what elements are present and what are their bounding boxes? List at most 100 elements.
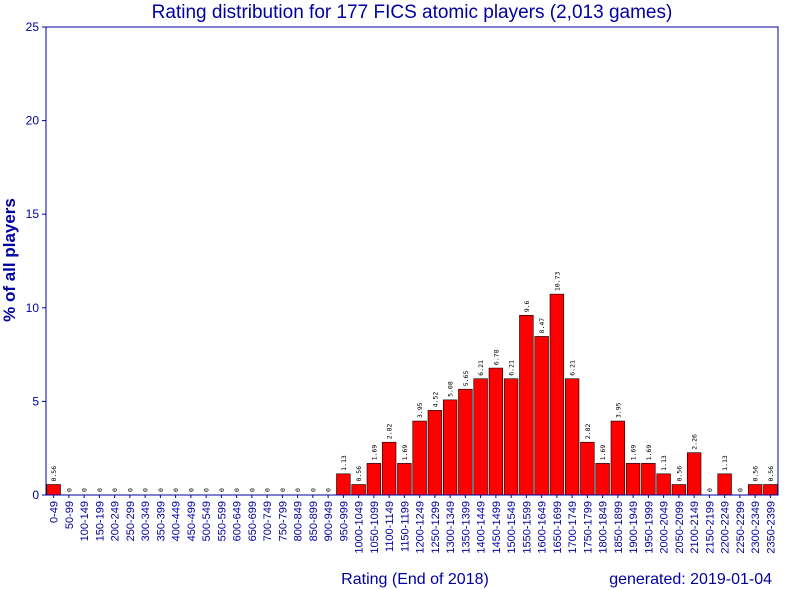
x-tick-label: 2250-2299 bbox=[735, 501, 747, 554]
x-tick-label: 1400-1449 bbox=[476, 501, 488, 554]
data-label: 8.47 bbox=[538, 318, 546, 334]
data-label: 6.21 bbox=[508, 360, 516, 376]
bar bbox=[46, 484, 61, 496]
bar bbox=[564, 378, 580, 496]
bar bbox=[534, 336, 549, 496]
x-tick-label: 2300-2349 bbox=[750, 501, 762, 554]
data-label: 0 bbox=[142, 488, 150, 492]
x-tick-label: 1100-1149 bbox=[384, 501, 396, 552]
bar bbox=[473, 378, 488, 496]
data-label: 9.6 bbox=[523, 300, 531, 312]
x-tick-label: 50-99 bbox=[64, 501, 76, 529]
x-tick-label: 2050-2099 bbox=[674, 501, 686, 554]
bar bbox=[595, 463, 610, 496]
data-label: 4.52 bbox=[431, 392, 439, 408]
data-label: 0 bbox=[264, 488, 272, 492]
x-tick-label: 1700-1749 bbox=[567, 501, 579, 554]
x-tick-label: 150-199 bbox=[94, 501, 106, 541]
data-label: 6.78 bbox=[492, 349, 500, 365]
x-tick-label: 1450-1499 bbox=[491, 501, 503, 554]
data-label: 0 bbox=[218, 488, 226, 492]
x-tick-label: 650-699 bbox=[247, 501, 259, 541]
data-label: 0 bbox=[203, 488, 211, 492]
x-tick-label: 550-599 bbox=[216, 501, 228, 541]
bar bbox=[442, 399, 458, 496]
data-label: 0 bbox=[294, 488, 302, 492]
data-label: 0 bbox=[157, 488, 165, 492]
x-tick-label: 0-49 bbox=[49, 501, 61, 523]
bar bbox=[747, 484, 763, 496]
bar bbox=[580, 441, 595, 496]
data-label: 0 bbox=[111, 488, 119, 492]
bar bbox=[671, 484, 687, 496]
data-label: 0.56 bbox=[50, 466, 58, 482]
x-tick-label: 2100-2149 bbox=[689, 501, 701, 554]
data-label: 1.13 bbox=[340, 455, 348, 471]
data-label: 0 bbox=[172, 488, 180, 492]
x-tick-label: 700-749 bbox=[262, 501, 274, 541]
data-label: 5.65 bbox=[462, 370, 470, 386]
data-label: 1.13 bbox=[721, 455, 729, 471]
x-tick-label: 1050-1099 bbox=[369, 501, 381, 554]
data-label: 0 bbox=[81, 488, 89, 492]
bar bbox=[686, 452, 702, 496]
x-tick-label: 250-299 bbox=[125, 501, 137, 541]
x-tick-label: 200-249 bbox=[110, 501, 122, 541]
x-tick-label: 1550-1599 bbox=[521, 501, 533, 554]
y-axis-label: % of all players bbox=[0, 198, 19, 322]
plot-frame bbox=[45, 26, 779, 496]
x-tick-label: 1000-1049 bbox=[354, 501, 366, 554]
data-label: 0 bbox=[233, 488, 241, 492]
y-tick-label: 25 bbox=[26, 20, 40, 34]
x-tick-label: 850-899 bbox=[308, 501, 320, 541]
bar bbox=[549, 293, 565, 496]
bar bbox=[503, 378, 519, 496]
bar bbox=[412, 420, 427, 496]
bar bbox=[519, 314, 534, 496]
bar bbox=[717, 473, 732, 496]
data-label: 1.69 bbox=[370, 445, 378, 461]
x-tick-label: 800-849 bbox=[293, 501, 305, 541]
bar bbox=[397, 463, 412, 496]
bar bbox=[763, 484, 778, 496]
data-label: 1.69 bbox=[645, 445, 653, 461]
data-label: 0 bbox=[65, 488, 73, 492]
x-tick-label: 450-499 bbox=[186, 501, 198, 541]
plot-area: 0 5 10 15 20 25 0-49 50-99 100-149 150-199 200-249… bbox=[26, 20, 779, 554]
data-label: 0.56 bbox=[752, 466, 760, 482]
data-label: 0 bbox=[325, 488, 333, 492]
x-tick-label: 750-799 bbox=[277, 501, 289, 541]
bar bbox=[336, 473, 351, 496]
data-label: 2.26 bbox=[691, 434, 699, 450]
x-tick-label: 1200-1249 bbox=[415, 501, 427, 554]
bar bbox=[641, 463, 656, 496]
y-tick-label: 15 bbox=[26, 207, 40, 221]
x-tick-label: 400-449 bbox=[171, 501, 183, 541]
x-tick-label: 1350-1399 bbox=[460, 501, 472, 554]
data-label: 0 bbox=[248, 488, 256, 492]
x-tick-label: 100-149 bbox=[79, 501, 91, 541]
x-tick-label: 600-649 bbox=[232, 501, 244, 541]
data-label: 1.69 bbox=[630, 445, 638, 461]
data-label: 0 bbox=[706, 488, 714, 492]
bar bbox=[488, 367, 504, 496]
x-tick-label: 1900-1949 bbox=[628, 501, 640, 554]
bar bbox=[625, 463, 641, 496]
data-label: 1.13 bbox=[660, 455, 668, 471]
data-label: 0 bbox=[126, 488, 134, 492]
data-label: 10.73 bbox=[553, 271, 561, 291]
bar bbox=[458, 388, 473, 496]
x-tick-label: 2150-2199 bbox=[704, 501, 716, 554]
x-axis-label: Rating (End of 2018) bbox=[341, 571, 489, 588]
x-tick-label: 1950-1999 bbox=[643, 501, 655, 554]
data-label: 1.69 bbox=[599, 445, 607, 461]
x-tick-label: 300-349 bbox=[140, 501, 152, 541]
x-tick-label: 900-949 bbox=[323, 501, 335, 541]
x-tick-label: 1750-1799 bbox=[582, 501, 594, 554]
data-label: 0 bbox=[96, 488, 104, 492]
data-label: 0.56 bbox=[675, 466, 683, 482]
generated-date-label: generated: 2019-01-04 bbox=[609, 571, 772, 588]
x-tick-label: 2200-2249 bbox=[720, 501, 732, 554]
data-label: 0 bbox=[279, 488, 287, 492]
